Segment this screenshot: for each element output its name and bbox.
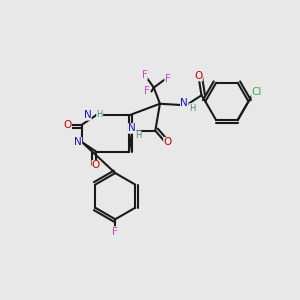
Text: F: F — [142, 70, 147, 80]
Text: O: O — [63, 119, 72, 130]
Text: F: F — [165, 74, 170, 84]
Text: O: O — [194, 71, 202, 81]
Text: O: O — [164, 137, 172, 147]
Text: Cl: Cl — [251, 87, 262, 97]
Text: H: H — [135, 131, 141, 140]
Text: N: N — [84, 110, 92, 120]
Text: F: F — [112, 226, 118, 237]
Text: H: H — [97, 110, 103, 119]
Text: F: F — [144, 86, 150, 96]
Text: H: H — [189, 103, 196, 112]
Text: N: N — [74, 137, 82, 147]
Text: N: N — [128, 123, 136, 134]
Text: N: N — [180, 98, 188, 109]
Text: O: O — [92, 160, 100, 170]
